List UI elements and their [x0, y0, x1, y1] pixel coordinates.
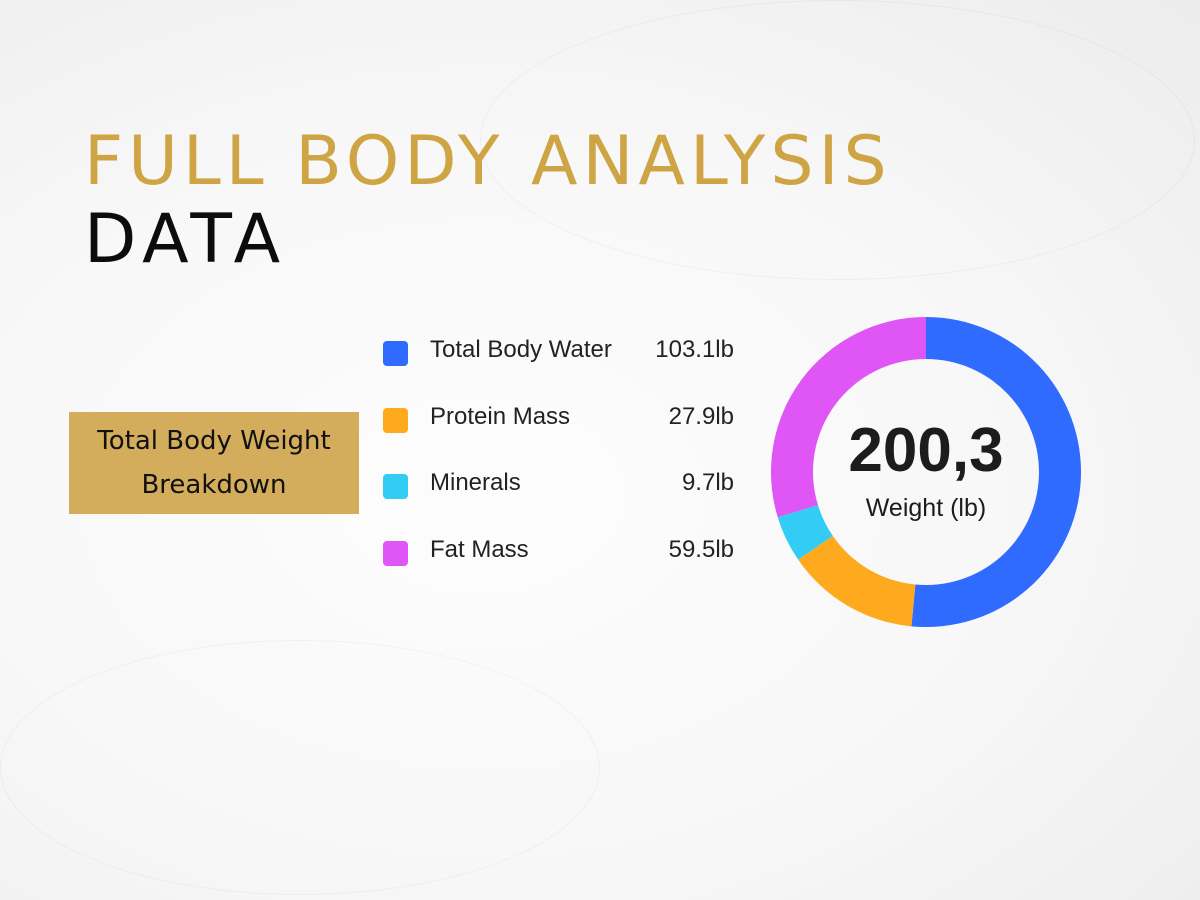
legend-swatch [383, 341, 408, 366]
donut-slice-minerals [777, 505, 833, 560]
legend-value: 9.7lb [681, 469, 734, 496]
section-label-box: Total Body Weight Breakdown [69, 412, 359, 514]
donut-slice-protein-mass [798, 535, 916, 627]
legend-label: Protein Mass [430, 402, 571, 430]
section-label-line1: Total Body Weight [97, 426, 331, 456]
total-weight-value: 200,3 [848, 416, 1004, 485]
total-weight-label: Weight (lb) [865, 494, 987, 522]
legend-item: Fat Mass 59.5lb [383, 530, 738, 597]
background-wave [0, 640, 600, 895]
page-title: FULL BODY ANALYSIS [84, 122, 892, 201]
donut-slice-fat-mass [770, 317, 926, 518]
donut-slice-total-body-water [911, 317, 1082, 627]
chart-legend: Total Body Water 103.1lb Protein Mass 27… [383, 330, 738, 596]
legend-item: Total Body Water 103.1lb [383, 330, 738, 397]
legend-swatch [383, 474, 408, 499]
legend-value: 27.9lb [668, 402, 734, 430]
background-wave [480, 0, 1195, 280]
legend-swatch [383, 540, 408, 566]
legend-swatch [383, 407, 408, 433]
legend-value: 59.5lb [668, 535, 734, 563]
legend-item: Protein Mass 27.9lb [383, 397, 738, 464]
legend-label: Minerals [430, 469, 521, 496]
legend-item: Minerals 9.7lb [383, 463, 738, 530]
section-label-line2: Breakdown [141, 470, 287, 500]
page-subtitle: DATA [84, 200, 288, 279]
legend-label: Total Body Water [430, 336, 612, 363]
legend-value: 103.1lb [655, 336, 734, 363]
legend-label: Fat Mass [430, 535, 529, 563]
